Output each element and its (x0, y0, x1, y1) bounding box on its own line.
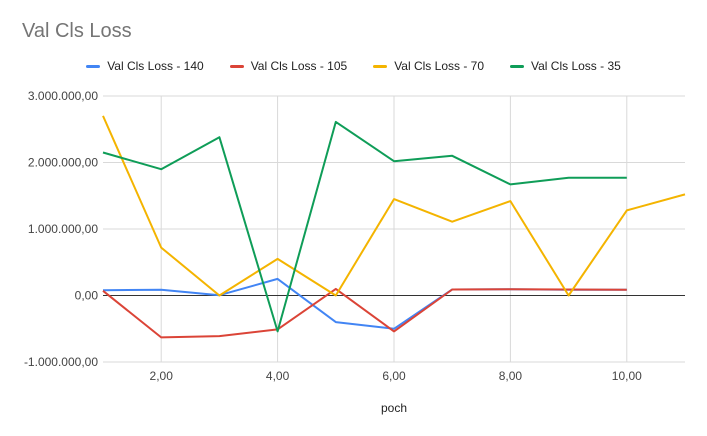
legend-item: Val Cls Loss - 70 (373, 59, 484, 73)
chart-title: Val Cls Loss (22, 20, 132, 42)
legend-label: Val Cls Loss - 35 (531, 59, 621, 73)
y-tick-label: -1.000.000,00 (24, 355, 98, 369)
legend-swatch (373, 64, 388, 68)
x-tick-label: 2,00 (150, 369, 174, 383)
grid (103, 95, 685, 363)
x-tick-label: 6,00 (382, 369, 406, 383)
x-tick-label: 8,00 (499, 369, 523, 383)
legend-item: Val Cls Loss - 35 (510, 59, 621, 73)
y-tick-label: 1.000.000,00 (28, 222, 98, 236)
legend-item: Val Cls Loss - 105 (229, 59, 348, 73)
legend-swatch (510, 64, 524, 68)
tick-labels: -1.000.000,00 0,00 1.000.000,00 2.000.000,0… (24, 89, 642, 383)
y-tick-label: 0,00 (75, 289, 99, 303)
series-line-3 (102, 115, 686, 297)
series-line-1 (102, 277, 627, 330)
x-axis-title: poch (381, 401, 407, 415)
legend-swatch (86, 64, 101, 68)
legend: Val Cls Loss - 140 Val Cls Loss - 105 Val … (0, 59, 707, 73)
legend-swatch (229, 64, 244, 68)
legend-label: Val Cls Loss - 70 (394, 59, 484, 73)
legend-label: Val Cls Loss - 105 (250, 59, 348, 73)
legend-label: Val Cls Loss - 140 (107, 59, 204, 73)
x-tick-label: 10,00 (612, 369, 642, 383)
series-line-2 (102, 287, 627, 339)
y-tick-label: 3.000.000,00 (28, 89, 98, 103)
series-layer (102, 115, 686, 339)
legend-item: Val Cls Loss - 140 (86, 59, 204, 73)
y-tick-label: 2.000.000,00 (28, 156, 98, 170)
x-tick-label: 4,00 (266, 369, 290, 383)
series-line-4 (102, 120, 627, 333)
